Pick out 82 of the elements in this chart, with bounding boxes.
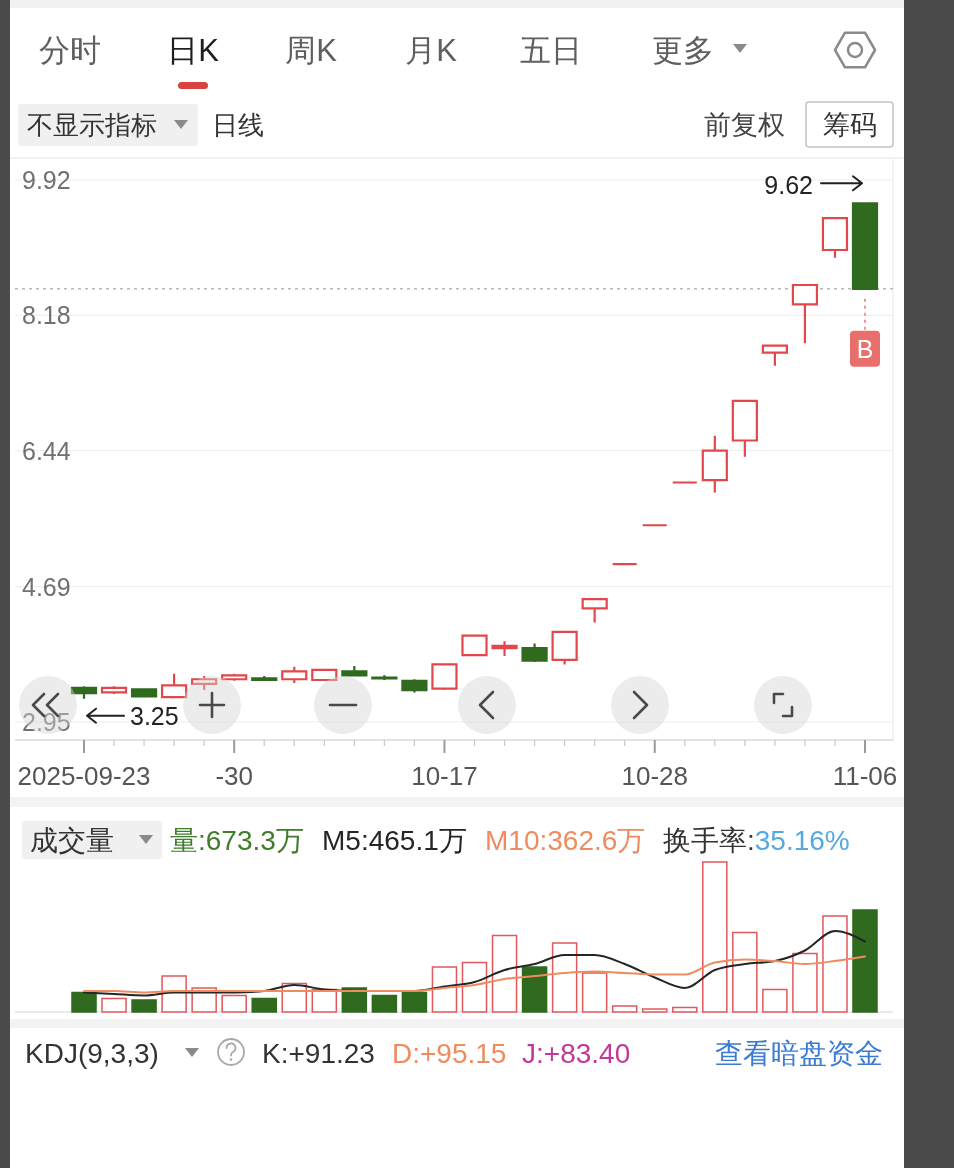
- text: 月K: [405, 32, 458, 68]
- bar: [641, 1008, 668, 1013]
- candlestick: [431, 663, 458, 692]
- x-tick-label: -30: [215, 761, 253, 791]
- bar: [71, 991, 97, 1013]
- candlestick: [371, 674, 398, 682]
- text: 换手率:35.16%: [663, 824, 850, 856]
- candlestick: [130, 687, 158, 699]
- candlestick: [701, 434, 728, 494]
- annotation: 3.25: [130, 701, 179, 730]
- candlestick: [100, 685, 128, 696]
- y-tick-label: 4.69: [22, 572, 71, 601]
- x-tick-label: 10-17: [411, 761, 478, 791]
- bar: [672, 1006, 698, 1013]
- bar: [431, 966, 458, 1013]
- candlestick: [641, 524, 668, 527]
- candlestick: [461, 633, 488, 657]
- candlestick: [821, 217, 849, 259]
- candlestick: [341, 664, 368, 678]
- text: 筹码: [822, 110, 877, 140]
- bar: [371, 994, 398, 1013]
- text: J:+83.40: [522, 1037, 631, 1069]
- candlestick: [551, 630, 578, 666]
- candlestick: [491, 640, 518, 657]
- candlestick: [851, 202, 879, 290]
- bar: [611, 1005, 638, 1013]
- candlestick: [281, 665, 308, 685]
- text: 分时: [39, 32, 101, 68]
- candlestick: [311, 668, 338, 682]
- candlestick: [521, 642, 548, 664]
- text: M10:362.6万: [485, 824, 646, 856]
- bar: [551, 942, 578, 1013]
- y-tick-label: 8.18: [22, 301, 71, 330]
- text: 量:673.3万: [170, 824, 304, 856]
- bar: [762, 988, 788, 1013]
- annotation: 9.62: [764, 171, 813, 200]
- candlestick: [671, 481, 698, 484]
- text: 查看暗盘资金: [715, 1037, 883, 1069]
- text: 日线: [212, 110, 264, 140]
- bar: [221, 994, 247, 1013]
- x-tick-label: 11-06: [832, 761, 898, 791]
- bar: [822, 915, 848, 1013]
- text: 五日: [520, 32, 582, 68]
- annotation: B: [856, 334, 874, 363]
- bar: [491, 934, 518, 1013]
- candlestick: [611, 563, 638, 566]
- bar: [521, 966, 548, 1013]
- y-tick-label: 9.92: [22, 166, 71, 194]
- bar: [401, 991, 428, 1013]
- text: 日K: [167, 32, 220, 68]
- text: KDJ(9,3,3): [25, 1037, 159, 1069]
- candlestick: [581, 598, 608, 624]
- bar: [251, 997, 277, 1013]
- bar: [732, 931, 758, 1013]
- x-tick-label: 2025-09-23: [17, 761, 151, 791]
- bar: [581, 972, 608, 1013]
- y-tick-label: 2.95: [22, 708, 71, 736]
- bar: [852, 909, 878, 1013]
- text: K:+91.23: [262, 1037, 375, 1069]
- candlestick: [221, 672, 248, 682]
- candlestick: [761, 344, 788, 367]
- bar: [461, 961, 488, 1013]
- text: 成交量: [30, 824, 114, 856]
- text: M5:465.1万: [322, 824, 467, 856]
- bar: [702, 861, 728, 1013]
- text: D:+95.15: [392, 1037, 507, 1069]
- text: 不显示指标: [27, 110, 157, 140]
- candlestick: [731, 399, 758, 458]
- bar: [131, 999, 157, 1013]
- bar: [341, 987, 368, 1013]
- x-tick-label: 10-28: [621, 761, 688, 791]
- candlestick: [161, 672, 188, 699]
- text: 更多: [652, 32, 714, 68]
- y-tick-label: 6.44: [22, 436, 71, 465]
- text: 周K: [285, 32, 338, 68]
- candlestick: [791, 283, 819, 345]
- candlestick: [251, 675, 278, 682]
- bar: [792, 952, 818, 1013]
- candlestick: [401, 678, 428, 694]
- candlestick: [70, 685, 98, 700]
- bar: [101, 997, 127, 1013]
- text: 前复权: [704, 110, 785, 140]
